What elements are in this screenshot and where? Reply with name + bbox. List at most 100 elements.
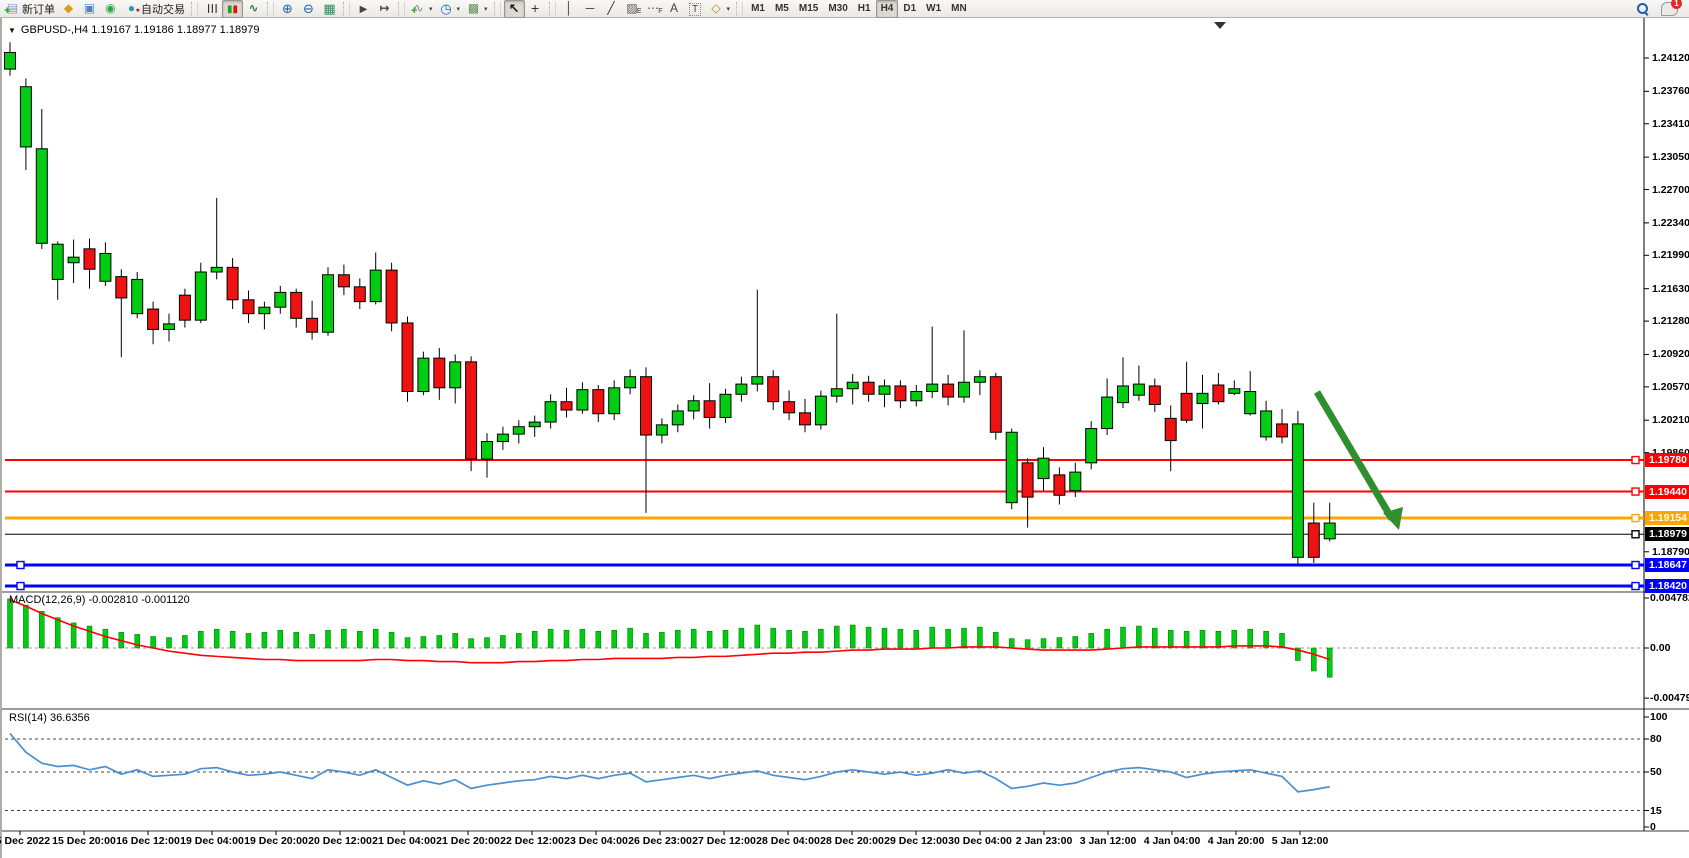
chevron-down-icon[interactable]: ▾ <box>429 5 433 13</box>
time-axis-label: 21 Dec 20:00 <box>436 835 500 847</box>
candles-icon <box>225 1 240 16</box>
time-axis-label: 19 Dec 04:00 <box>180 835 244 847</box>
timeframe-h1[interactable]: H1 <box>853 0 876 18</box>
templates-button[interactable]: ▾ <box>463 0 491 18</box>
horizontal-line-button[interactable] <box>580 0 601 18</box>
time-axis-label: 4 Jan 04:00 <box>1143 835 1201 847</box>
bar-chart-button[interactable] <box>201 0 222 18</box>
time-axis-label: 19 Dec 20:00 <box>244 835 308 847</box>
crayon-icon <box>61 1 76 16</box>
chart-shift-button[interactable] <box>374 0 395 18</box>
chat-icon: 1 <box>1661 0 1682 16</box>
timeframe-mn[interactable]: MN <box>946 0 972 18</box>
symbol-ohlc-line[interactable]: ▼ GBPUSD-,H4 1.19167 1.19186 1.18977 1.1… <box>8 24 259 36</box>
toolbar-separator <box>548 1 556 16</box>
price-axis-tick: 1.20920 <box>1652 348 1689 361</box>
rsi-axis-label: 50 <box>1650 766 1662 778</box>
time-axis-label: 4 Jan 20:00 <box>1207 835 1265 847</box>
price-axis-tick: 1.23410 <box>1652 117 1689 130</box>
bars-icon <box>204 1 219 16</box>
timeframe-d1[interactable]: D1 <box>898 0 921 18</box>
price-level-badge: 1.18979 <box>1645 527 1689 542</box>
toolbar: 新订单 自动交易 ▾ ▾ ▾ ▾ M1 M5 M15 M30 H1 H4 D1 W1 MN 1 <box>0 0 1689 20</box>
macd-axis-label: -0.004794 <box>1650 692 1689 705</box>
vertical-line-button[interactable] <box>559 0 580 18</box>
timeframe-d1-label: D1 <box>903 3 917 14</box>
toolbar-right: 1 <box>1633 0 1687 18</box>
time-axis-label: 21 Dec 04:00 <box>372 835 436 847</box>
price-level-badge: 1.19780 <box>1645 453 1689 468</box>
time-axis-label: 3 Jan 12:00 <box>1079 835 1137 847</box>
zoom-in-button[interactable] <box>277 0 298 18</box>
hline-icon <box>583 1 598 16</box>
rsi-axis-label: 80 <box>1650 733 1662 745</box>
line-chart-button[interactable] <box>243 0 264 18</box>
label-button[interactable] <box>685 0 706 18</box>
price-level-badge: 1.18647 <box>1645 558 1689 573</box>
eraser-button[interactable] <box>58 0 79 18</box>
notifications-button[interactable]: 1 <box>1658 0 1682 18</box>
macd-indicator-label: MACD(12,26,9) -0.002810 -0.001120 <box>9 594 190 606</box>
chevron-down-icon[interactable]: ▼ <box>8 25 16 35</box>
price-axis-tick: 1.21630 <box>1652 282 1689 295</box>
signals-button[interactable] <box>100 0 121 18</box>
publish-button[interactable] <box>79 0 100 18</box>
timeframe-w1[interactable]: W1 <box>921 0 946 18</box>
time-axis-label: 15 Dec 20:00 <box>52 835 116 847</box>
chevron-down-icon[interactable]: ▾ <box>456 5 461 13</box>
toolbar-separator <box>343 1 350 16</box>
chevron-down-icon[interactable]: ▾ <box>484 5 488 13</box>
new-order-icon <box>4 1 20 19</box>
text-button[interactable] <box>664 0 685 18</box>
shapes-button[interactable]: ▾ <box>706 0 734 18</box>
price-axis-tick: 1.20210 <box>1652 414 1689 427</box>
timeframe-h4[interactable]: H4 <box>875 0 899 18</box>
chart-window[interactable]: ▼ GBPUSD-,H4 1.19167 1.19186 1.18977 1.1… <box>0 18 1689 858</box>
auto-trading-button-label: 自动交易 <box>141 3 185 16</box>
toolbar-separator <box>493 1 501 16</box>
time-axis-label: 27 Dec 12:00 <box>692 835 756 847</box>
fibo-icon <box>646 1 662 19</box>
macd-axis-label: 0.004782 <box>1650 591 1689 604</box>
equidistant-channel-button[interactable] <box>622 0 643 19</box>
search-button[interactable] <box>1633 0 1652 18</box>
autoscroll-icon <box>356 1 371 16</box>
cursor-icon <box>507 1 522 16</box>
new-order-button[interactable]: 新订单 <box>2 0 58 20</box>
chevron-down-icon[interactable]: ▾ <box>726 5 731 13</box>
rsi-axis-label: 0 <box>1650 821 1656 833</box>
tile-windows-button[interactable] <box>319 0 340 18</box>
timeframe-m5-label: M5 <box>774 3 789 14</box>
timeframe-m30[interactable]: M30 <box>823 0 852 18</box>
time-axis-label: 5 Jan 12:00 <box>1271 835 1329 847</box>
notification-badge: 1 <box>1671 0 1682 9</box>
fibonacci-button[interactable] <box>643 0 664 19</box>
template-icon <box>466 1 481 16</box>
price-axis-tick: 1.21280 <box>1652 315 1689 328</box>
linechart-icon <box>246 1 261 16</box>
time-axis-label: 15 Dec 2022 <box>0 835 51 847</box>
zoom-out-button[interactable] <box>298 0 319 18</box>
indicators-button[interactable]: ▾ <box>408 0 436 19</box>
trendline-button[interactable] <box>601 0 622 18</box>
crosshair-button[interactable] <box>525 0 546 18</box>
chart-canvas[interactable] <box>2 18 1689 858</box>
candle-chart-button[interactable] <box>222 0 243 18</box>
cursor-button[interactable] <box>503 0 525 18</box>
price-axis-tick: 1.24120 <box>1652 52 1689 64</box>
time-axis-label: 28 Dec 20:00 <box>820 835 884 847</box>
price-axis-tick: 1.18790 <box>1652 545 1689 558</box>
periods-button[interactable]: ▾ <box>436 0 464 18</box>
timeframe-m1[interactable]: M1 <box>746 0 770 18</box>
timeframe-m5[interactable]: M5 <box>770 0 794 18</box>
text-icon <box>667 1 682 16</box>
timeframe-mn-label: MN <box>951 3 967 14</box>
auto-scroll-button[interactable] <box>353 0 374 18</box>
timeframe-m15[interactable]: M15 <box>794 0 823 18</box>
time-axis-label: 2 Jan 23:00 <box>1015 835 1073 847</box>
rsi-indicator-label: RSI(14) 36.6356 <box>9 712 90 724</box>
price-level-badge: 1.19154 <box>1645 511 1689 526</box>
price-level-badge: 1.19440 <box>1645 484 1689 499</box>
time-axis-label: 16 Dec 12:00 <box>116 835 180 847</box>
auto-trading-button[interactable]: 自动交易 <box>121 0 188 18</box>
